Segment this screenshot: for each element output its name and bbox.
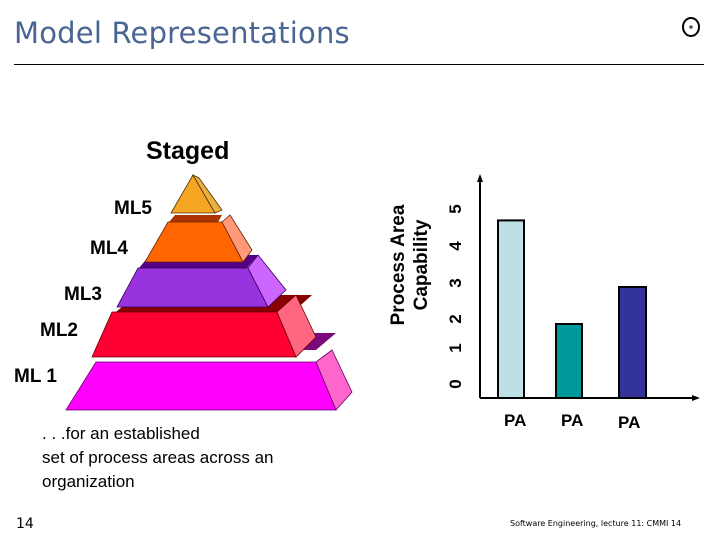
staged-caption: . . .for an established set of process a… bbox=[42, 422, 362, 494]
circle-dot-logo-icon bbox=[682, 17, 700, 37]
x-label-pa-2: PA bbox=[561, 411, 584, 430]
pyramid-level-ml3 bbox=[116, 254, 287, 308]
y-tick-2: 2 bbox=[446, 314, 465, 324]
caption-line-1: . . .for an established bbox=[42, 424, 200, 443]
label-ml1: ML 1 bbox=[14, 366, 57, 387]
label-ml4: ML4 bbox=[90, 238, 128, 259]
title-divider bbox=[14, 64, 704, 65]
page-number: 14 bbox=[16, 516, 34, 532]
y-tick-5: 5 bbox=[446, 204, 465, 214]
label-ml3: ML3 bbox=[64, 284, 102, 305]
y-tick-0: 0 bbox=[446, 379, 465, 389]
y-tick-1: 1 bbox=[446, 343, 465, 353]
label-ml5: ML5 bbox=[114, 198, 152, 219]
label-ml2: ML2 bbox=[40, 320, 78, 341]
staged-heading: Staged bbox=[146, 137, 230, 165]
footer-text: Software Engineering, lecture 11: CMMI 1… bbox=[510, 519, 682, 528]
caption-line-3: organization bbox=[42, 472, 135, 491]
y-tick-4: 4 bbox=[446, 241, 465, 251]
x-label-pa-1: PA bbox=[504, 411, 527, 430]
bar-pa-1 bbox=[497, 219, 525, 399]
y-axis-label: Process Area Capability bbox=[388, 204, 432, 325]
pyramid-level-ml5 bbox=[170, 174, 223, 214]
caption-line-2: set of process areas across an bbox=[42, 448, 274, 467]
pyramid-level-ml4 bbox=[144, 214, 253, 263]
x-label-pa-3: PA bbox=[618, 413, 641, 432]
y-tick-3: 3 bbox=[446, 278, 465, 288]
capability-bar-chart bbox=[477, 174, 700, 401]
bar-pa-3 bbox=[618, 286, 647, 399]
slide-title: Model Representations bbox=[14, 16, 350, 50]
bar-pa-2 bbox=[555, 323, 583, 399]
